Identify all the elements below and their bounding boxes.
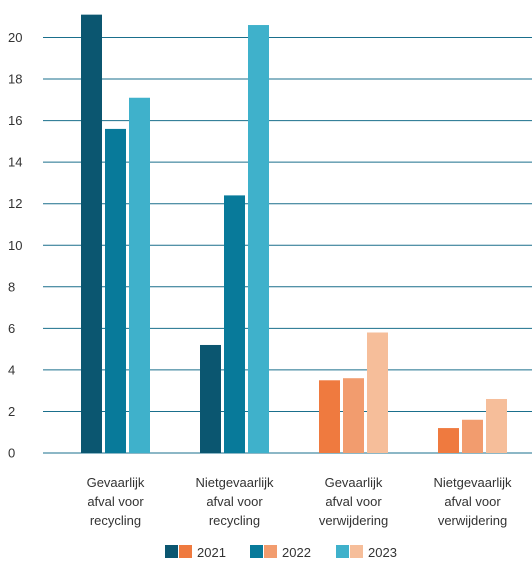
x-category-label: recycling [209, 513, 260, 528]
bar [343, 378, 364, 453]
legend-swatch [250, 545, 263, 558]
y-tick-label: 18 [8, 72, 22, 87]
x-category-label: Gevaarlijk [87, 475, 145, 490]
legend: 2021 2022 2023 [165, 545, 397, 560]
x-category-label: afval voor [444, 494, 501, 509]
y-tick-label: 12 [8, 196, 22, 211]
bar [319, 380, 340, 453]
x-category-label: verwijdering [319, 513, 388, 528]
x-category-label: afval voor [87, 494, 144, 509]
legend-swatch [179, 545, 192, 558]
x-category-label: verwijdering [438, 513, 507, 528]
bar [105, 128, 126, 453]
y-tick-label: 4 [8, 362, 15, 377]
bar [462, 419, 483, 453]
bar [129, 97, 150, 453]
x-category-label: afval voor [325, 494, 382, 509]
bar [200, 344, 221, 453]
bars [81, 14, 507, 454]
legend-label: 2022 [282, 545, 311, 560]
legend-swatch [165, 545, 178, 558]
legend-label: 2021 [197, 545, 226, 560]
y-tick-label: 20 [8, 30, 22, 45]
bar [224, 195, 245, 453]
legend-swatch [350, 545, 363, 558]
x-category-label: afval voor [206, 494, 263, 509]
x-axis-category-labels: Gevaarlijk afval voor recycling Nietgevaarl… [87, 475, 512, 528]
bar [367, 332, 388, 453]
y-tick-label: 6 [8, 321, 15, 336]
legend-label: 2023 [368, 545, 397, 560]
y-tick-label: 0 [8, 446, 15, 461]
x-category-label: recycling [90, 513, 141, 528]
x-category-label: Nietgevaarlijk [433, 475, 512, 490]
y-tick-label: 8 [8, 279, 15, 294]
bar [81, 14, 102, 454]
y-tick-label: 2 [8, 404, 15, 419]
legend-swatch [264, 545, 277, 558]
legend-swatch [336, 545, 349, 558]
y-axis-ticks: 0 2 4 6 8 10 12 14 16 18 20 [8, 30, 22, 461]
bar [248, 25, 269, 453]
y-tick-label: 14 [8, 155, 22, 170]
y-tick-label: 10 [8, 238, 22, 253]
x-category-label: Gevaarlijk [325, 475, 383, 490]
x-category-label: Nietgevaarlijk [195, 475, 274, 490]
y-tick-label: 16 [8, 113, 22, 128]
bar [486, 398, 507, 453]
bar [438, 428, 459, 453]
